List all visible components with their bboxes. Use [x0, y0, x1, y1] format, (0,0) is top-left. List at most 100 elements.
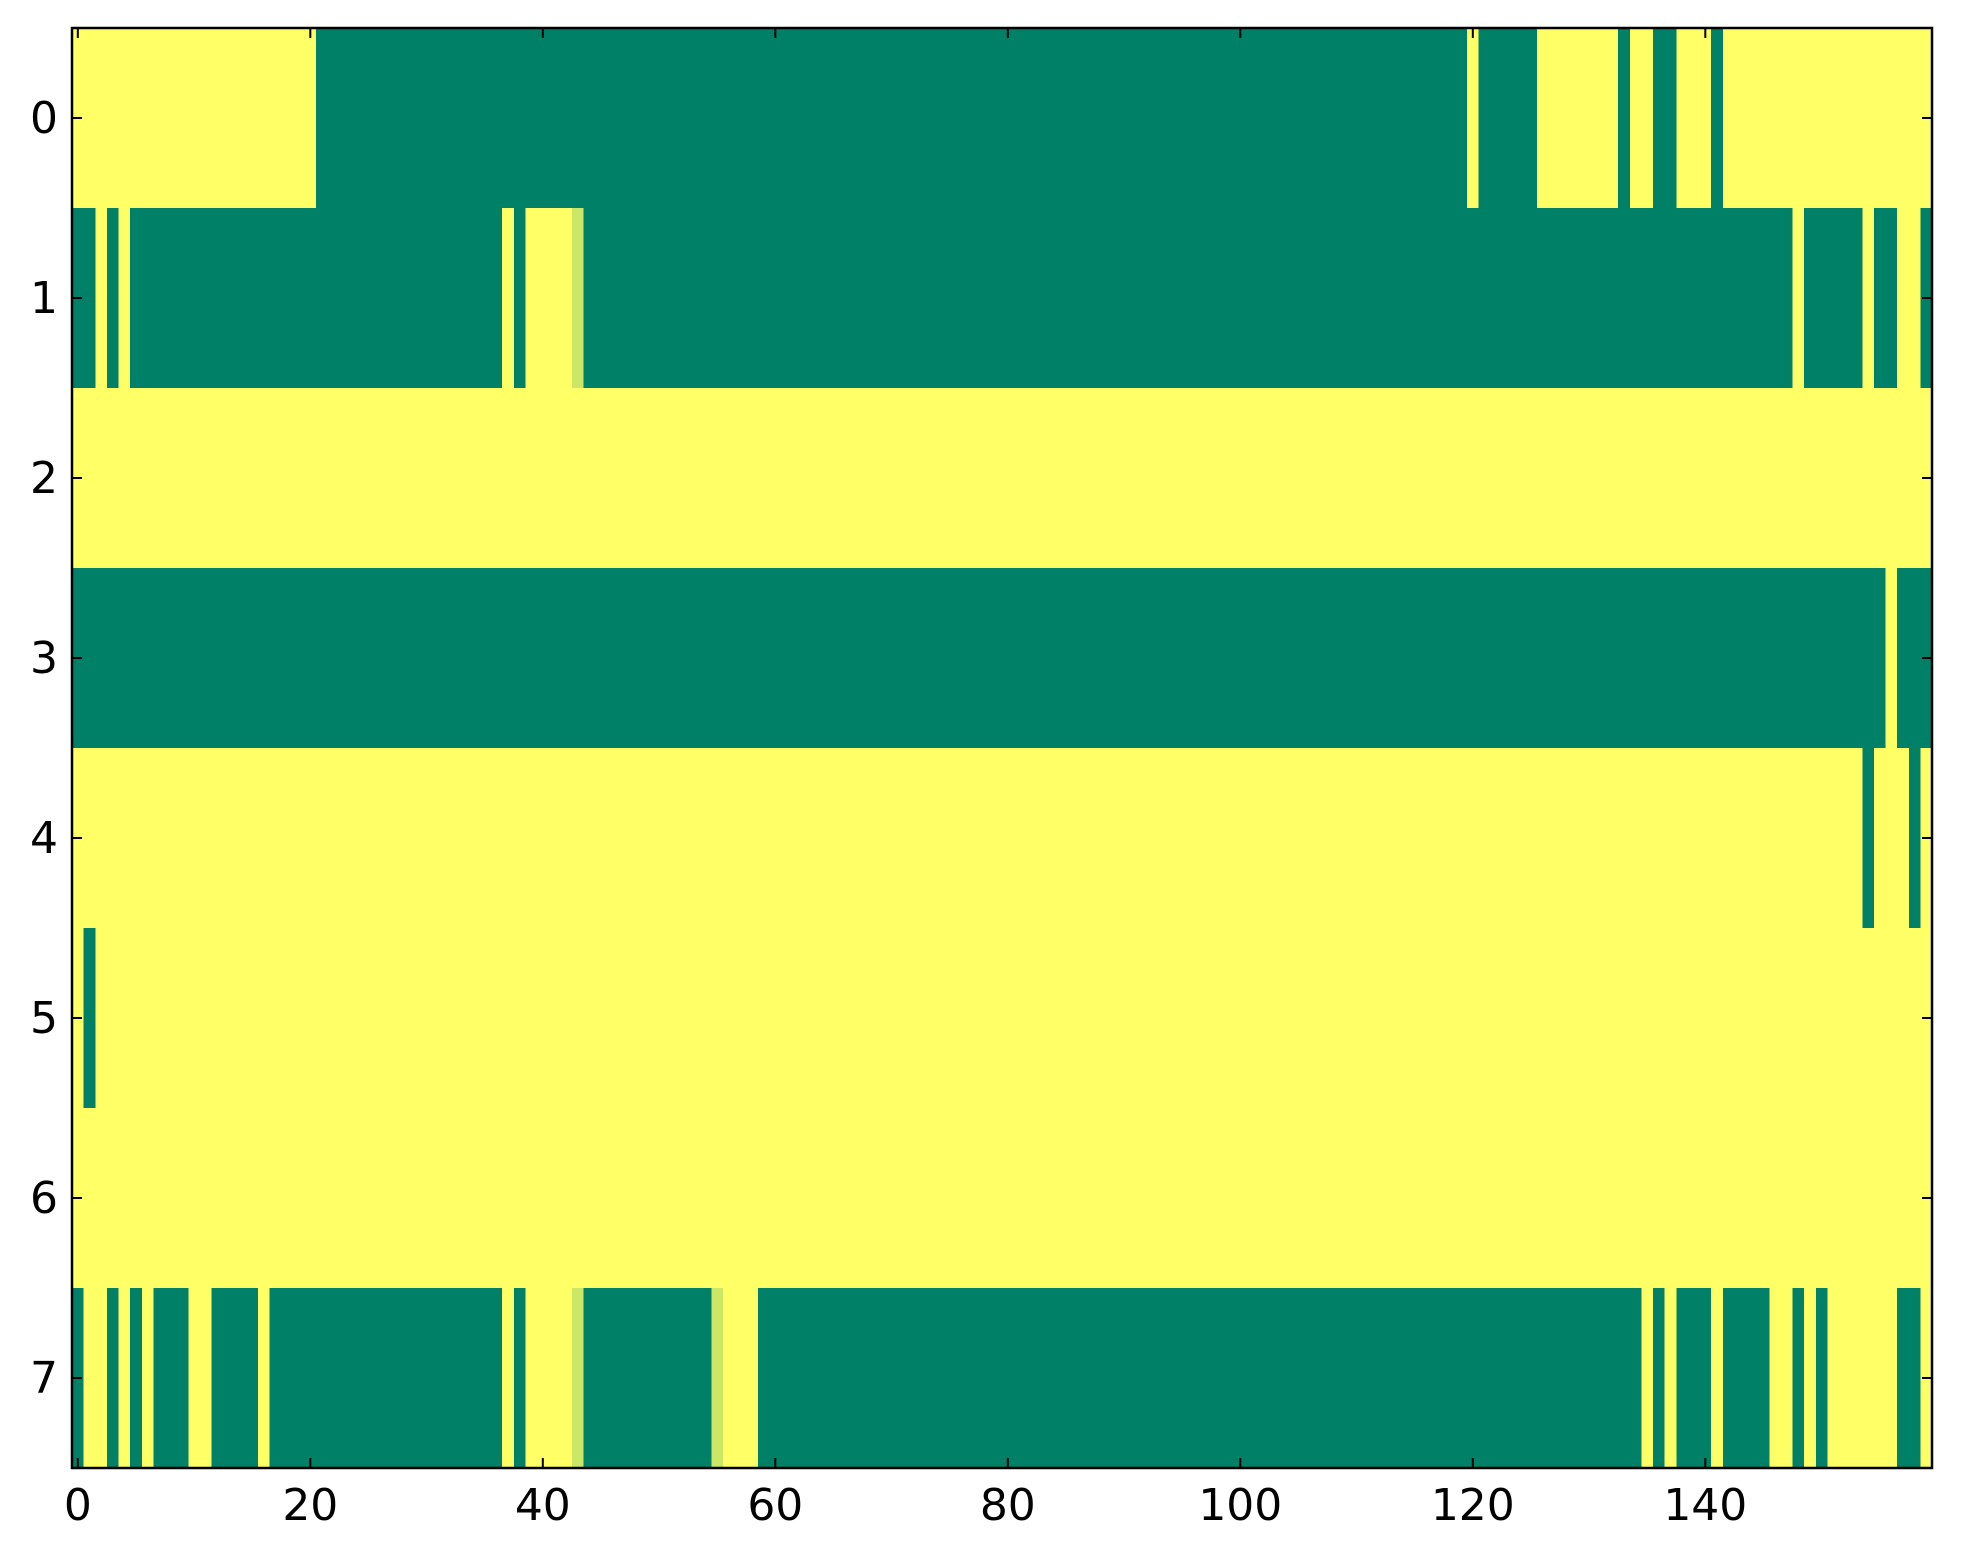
cell: [1676, 748, 1689, 929]
cell: [1827, 928, 1840, 1109]
cell: [1397, 748, 1410, 929]
cell: [269, 208, 282, 389]
cell: [606, 748, 619, 929]
cell: [1188, 388, 1201, 569]
cell: [409, 388, 422, 569]
cell: [746, 208, 759, 389]
cell: [1211, 1108, 1224, 1289]
cell: [932, 568, 945, 749]
cell: [1548, 28, 1561, 209]
cell: [1513, 1108, 1526, 1289]
cell: [188, 928, 201, 1109]
cell: [153, 28, 166, 209]
cell: [165, 748, 178, 929]
cell: [269, 388, 282, 569]
cell: [1292, 748, 1305, 929]
cell: [304, 568, 317, 749]
cell: [246, 388, 259, 569]
cell: [1885, 1288, 1898, 1469]
cell: [1292, 388, 1305, 569]
cell: [1176, 1108, 1189, 1289]
cell: [292, 1288, 306, 1469]
cell: [955, 388, 968, 569]
cell: [1002, 388, 1015, 569]
cell: [1664, 28, 1677, 209]
cell: [1408, 208, 1422, 389]
cell: [1746, 28, 1759, 209]
cell: [1164, 28, 1177, 209]
cell: [1467, 388, 1480, 569]
cell: [1606, 568, 1619, 749]
cell: [1199, 928, 1212, 1109]
cell: [1792, 568, 1805, 749]
cell: [932, 928, 945, 1109]
cell: [1653, 928, 1666, 1109]
cell: [816, 748, 829, 929]
cell: [1095, 748, 1108, 929]
cell: [1211, 208, 1224, 389]
cell: [1374, 568, 1387, 749]
cell: [1292, 208, 1305, 389]
cell: [874, 208, 887, 389]
cell: [1734, 748, 1747, 929]
cell: [1129, 208, 1143, 389]
cell: [432, 208, 445, 389]
cell: [897, 928, 910, 1109]
x-tick-label: 0: [64, 1480, 92, 1531]
cell: [1176, 568, 1189, 749]
cell: [258, 28, 271, 209]
cell: [153, 208, 166, 389]
cell: [385, 568, 399, 749]
cell: [444, 748, 457, 929]
cell: [1188, 1108, 1201, 1289]
cell: [711, 208, 724, 389]
cell: [664, 388, 678, 569]
cell: [327, 28, 340, 209]
x-tick-label: 20: [282, 1480, 338, 1531]
cell: [351, 748, 364, 929]
cell: [234, 1108, 247, 1289]
cell: [757, 928, 771, 1109]
cell: [1501, 28, 1515, 209]
cell: [490, 208, 503, 389]
cell: [1385, 28, 1398, 209]
cell: [1862, 1108, 1875, 1289]
cell: [1908, 28, 1921, 209]
cell: [165, 28, 178, 209]
cell: [885, 568, 898, 749]
cell: [1176, 928, 1189, 1109]
cell: [1071, 388, 1084, 569]
cell: [816, 388, 829, 569]
cell: [664, 568, 678, 749]
cell: [490, 1108, 503, 1289]
cell: [1699, 208, 1712, 389]
cell: [513, 568, 526, 749]
cell: [595, 388, 608, 569]
cell: [1560, 388, 1573, 569]
cell: [699, 1108, 712, 1289]
cell: [1257, 388, 1270, 569]
cell: [1315, 568, 1329, 749]
cell: [141, 568, 154, 749]
cell: [1560, 928, 1573, 1109]
cell: [1594, 208, 1608, 389]
cell: [385, 1108, 399, 1289]
cell: [1269, 748, 1282, 929]
cell: [455, 28, 468, 209]
cell: [571, 928, 585, 1109]
cell: [967, 388, 980, 569]
cell: [1501, 208, 1515, 389]
cell: [990, 208, 1003, 389]
cell: [258, 748, 271, 929]
cell: [1769, 568, 1782, 749]
cell: [188, 568, 201, 749]
cell: [1850, 748, 1863, 929]
cell: [1676, 1108, 1689, 1289]
cell: [618, 388, 631, 569]
cell: [1583, 28, 1596, 209]
cell: [1804, 748, 1817, 929]
cell: [1722, 388, 1735, 569]
cell: [1153, 928, 1166, 1109]
cell: [1350, 928, 1363, 1109]
cell: [106, 208, 120, 389]
